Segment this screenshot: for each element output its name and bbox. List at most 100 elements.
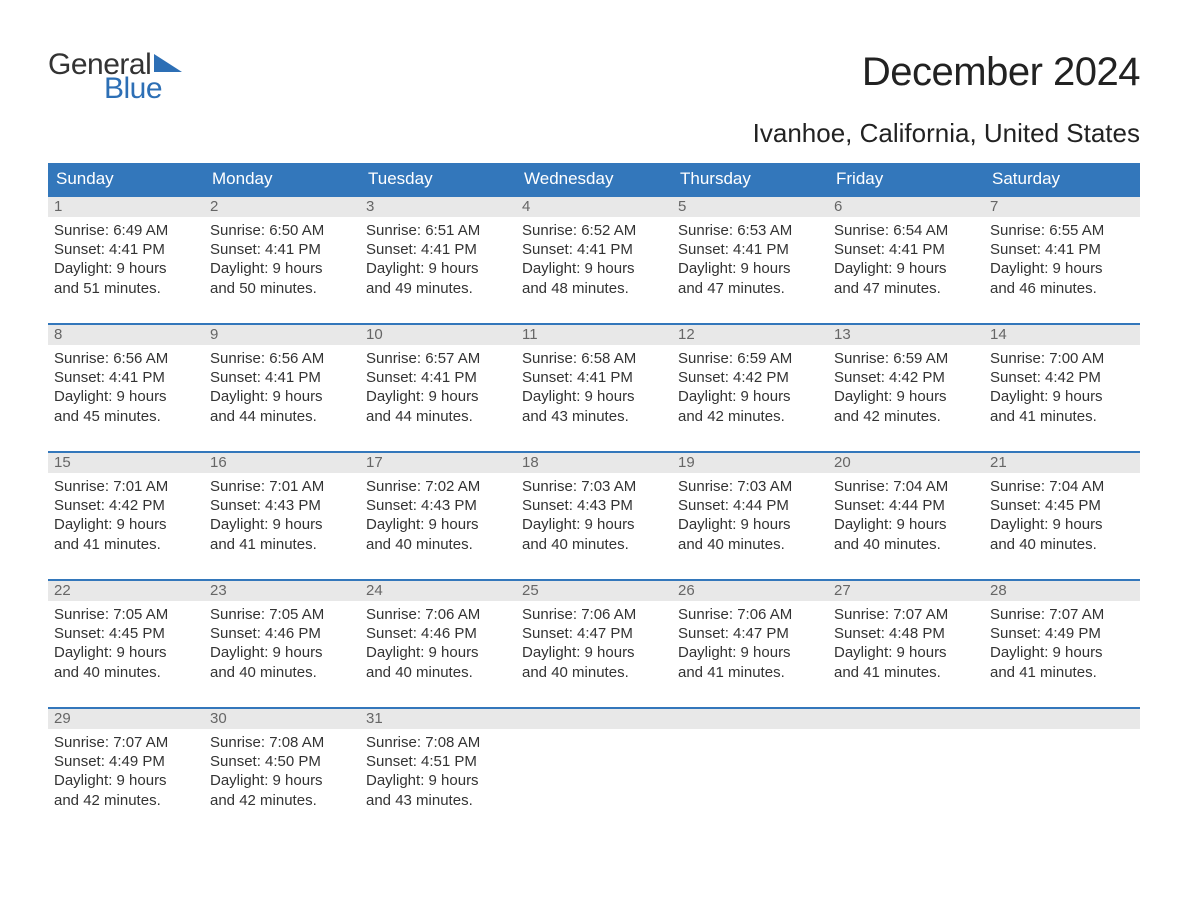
cell-body: Sunrise: 7:05 AMSunset: 4:45 PMDaylight:… <box>48 601 204 690</box>
calendar-cell: 16Sunrise: 7:01 AMSunset: 4:43 PMDayligh… <box>204 453 360 579</box>
day-number: 1 <box>54 198 62 215</box>
sunset-line: Sunset: 4:49 PM <box>54 752 198 771</box>
logo-text-blue: Blue <box>104 74 182 104</box>
day-number-row: 10 <box>360 325 516 345</box>
day-number: 2 <box>210 198 218 215</box>
cell-body: Sunrise: 7:06 AMSunset: 4:47 PMDaylight:… <box>672 601 828 690</box>
cell-body: Sunrise: 7:00 AMSunset: 4:42 PMDaylight:… <box>984 345 1140 434</box>
sunset-line: Sunset: 4:42 PM <box>54 496 198 515</box>
sunset-line: Sunset: 4:44 PM <box>834 496 978 515</box>
day-number-row: 3 <box>360 197 516 217</box>
daylight-line: Daylight: 9 hoursand 51 minutes. <box>54 259 198 297</box>
sunrise-line: Sunrise: 7:03 AM <box>522 477 666 496</box>
calendar-cell: 14Sunrise: 7:00 AMSunset: 4:42 PMDayligh… <box>984 325 1140 451</box>
sunrise-line: Sunrise: 7:06 AM <box>522 605 666 624</box>
day-number-row <box>984 709 1140 729</box>
sunset-line: Sunset: 4:48 PM <box>834 624 978 643</box>
day-number-row: 16 <box>204 453 360 473</box>
calendar-cell: 20 Sunrise: 7:04 AMSunset: 4:44 PMDayligh… <box>828 453 984 579</box>
sunset-line: Sunset: 4:41 PM <box>522 368 666 387</box>
calendar-cell <box>672 709 828 835</box>
sunrise-line: Sunrise: 7:06 AM <box>366 605 510 624</box>
sunset-line: Sunset: 4:47 PM <box>522 624 666 643</box>
day-header-row: SundayMondayTuesdayWednesdayThursdayFrid… <box>48 163 1140 195</box>
daylight-line: Daylight: 9 hoursand 41 minutes. <box>678 643 822 681</box>
sunrise-line: Sunrise: 6:56 AM <box>54 349 198 368</box>
calendar-cell: 17 Sunrise: 7:02 AMSunset: 4:43 PMDayligh… <box>360 453 516 579</box>
day-number-row: 4 <box>516 197 672 217</box>
day-number-row: 11 <box>516 325 672 345</box>
sunrise-line: Sunrise: 7:05 AM <box>54 605 198 624</box>
sunset-line: Sunset: 4:43 PM <box>522 496 666 515</box>
week-row: 1Sunrise: 6:49 AMSunset: 4:41 PMDaylight… <box>48 195 1140 323</box>
day-number: 17 <box>366 454 383 471</box>
sunrise-line: Sunrise: 6:59 AM <box>678 349 822 368</box>
sunrise-line: Sunrise: 6:49 AM <box>54 221 198 240</box>
calendar: SundayMondayTuesdayWednesdayThursdayFrid… <box>48 163 1140 835</box>
daylight-line: Daylight: 9 hoursand 42 minutes. <box>54 771 198 809</box>
sunrise-line: Sunrise: 6:56 AM <box>210 349 354 368</box>
day-number-row: 26 <box>672 581 828 601</box>
sunset-line: Sunset: 4:46 PM <box>366 624 510 643</box>
day-number: 13 <box>834 326 851 343</box>
sunset-line: Sunset: 4:41 PM <box>990 240 1134 259</box>
location-text: Ivanhoe, California, United States <box>48 118 1140 149</box>
day-number: 15 <box>54 454 71 471</box>
day-number-row: 28 <box>984 581 1140 601</box>
day-number-row: 21 <box>984 453 1140 473</box>
daylight-line: Daylight: 9 hoursand 40 minutes. <box>678 515 822 553</box>
cell-body: Sunrise: 7:07 AMSunset: 4:49 PMDaylight:… <box>48 729 204 818</box>
week-row: 29Sunrise: 7:07 AMSunset: 4:49 PMDayligh… <box>48 707 1140 835</box>
sunset-line: Sunset: 4:41 PM <box>678 240 822 259</box>
day-number: 30 <box>210 710 227 727</box>
cell-body: Sunrise: 6:56 AMSunset: 4:41 PMDaylight:… <box>48 345 204 434</box>
sunset-line: Sunset: 4:43 PM <box>210 496 354 515</box>
calendar-cell: 2Sunrise: 6:50 AMSunset: 4:41 PMDaylight… <box>204 197 360 323</box>
sunset-line: Sunset: 4:46 PM <box>210 624 354 643</box>
day-number: 27 <box>834 582 851 599</box>
day-number: 21 <box>990 454 1007 471</box>
sunset-line: Sunset: 4:45 PM <box>54 624 198 643</box>
day-number: 24 <box>366 582 383 599</box>
day-number: 9 <box>210 326 218 343</box>
sunset-line: Sunset: 4:42 PM <box>990 368 1134 387</box>
sunset-line: Sunset: 4:44 PM <box>678 496 822 515</box>
calendar-cell: 10Sunrise: 6:57 AMSunset: 4:41 PMDayligh… <box>360 325 516 451</box>
day-number-row: 20 <box>828 453 984 473</box>
month-title: December 2024 <box>862 50 1140 95</box>
daylight-line: Daylight: 9 hoursand 41 minutes. <box>990 643 1134 681</box>
cell-body: Sunrise: 7:06 AMSunset: 4:47 PMDaylight:… <box>516 601 672 690</box>
day-number-row: 6 <box>828 197 984 217</box>
day-number-row: 2 <box>204 197 360 217</box>
sunrise-line: Sunrise: 6:58 AM <box>522 349 666 368</box>
daylight-line: Daylight: 9 hoursand 43 minutes. <box>522 387 666 425</box>
sunset-line: Sunset: 4:42 PM <box>678 368 822 387</box>
day-number: 5 <box>678 198 686 215</box>
sunset-line: Sunset: 4:51 PM <box>366 752 510 771</box>
calendar-cell: 1Sunrise: 6:49 AMSunset: 4:41 PMDaylight… <box>48 197 204 323</box>
cell-body: Sunrise: 7:04 AMSunset: 4:44 PMDaylight:… <box>828 473 984 562</box>
day-number: 8 <box>54 326 62 343</box>
calendar-cell <box>516 709 672 835</box>
calendar-cell: 13Sunrise: 6:59 AMSunset: 4:42 PMDayligh… <box>828 325 984 451</box>
daylight-line: Daylight: 9 hoursand 42 minutes. <box>834 387 978 425</box>
daylight-line: Daylight: 9 hoursand 46 minutes. <box>990 259 1134 297</box>
sunrise-line: Sunrise: 7:07 AM <box>990 605 1134 624</box>
daylight-line: Daylight: 9 hoursand 40 minutes. <box>210 643 354 681</box>
calendar-cell: 8 Sunrise: 6:56 AMSunset: 4:41 PMDaylight… <box>48 325 204 451</box>
cell-body: Sunrise: 7:01 AMSunset: 4:42 PMDaylight:… <box>48 473 204 562</box>
sunset-line: Sunset: 4:43 PM <box>366 496 510 515</box>
week-row: 22Sunrise: 7:05 AMSunset: 4:45 PMDayligh… <box>48 579 1140 707</box>
day-number: 20 <box>834 454 851 471</box>
day-number-row: 9 <box>204 325 360 345</box>
cell-body: Sunrise: 7:02 AMSunset: 4:43 PMDaylight:… <box>360 473 516 562</box>
day-number: 6 <box>834 198 842 215</box>
calendar-cell: 31Sunrise: 7:08 AMSunset: 4:51 PMDayligh… <box>360 709 516 835</box>
calendar-cell: 28Sunrise: 7:07 AMSunset: 4:49 PMDayligh… <box>984 581 1140 707</box>
day-number: 4 <box>522 198 530 215</box>
week-row: 15Sunrise: 7:01 AMSunset: 4:42 PMDayligh… <box>48 451 1140 579</box>
sunrise-line: Sunrise: 7:01 AM <box>210 477 354 496</box>
day-number-row: 1 <box>48 197 204 217</box>
daylight-line: Daylight: 9 hoursand 42 minutes. <box>678 387 822 425</box>
sunrise-line: Sunrise: 7:04 AM <box>990 477 1134 496</box>
